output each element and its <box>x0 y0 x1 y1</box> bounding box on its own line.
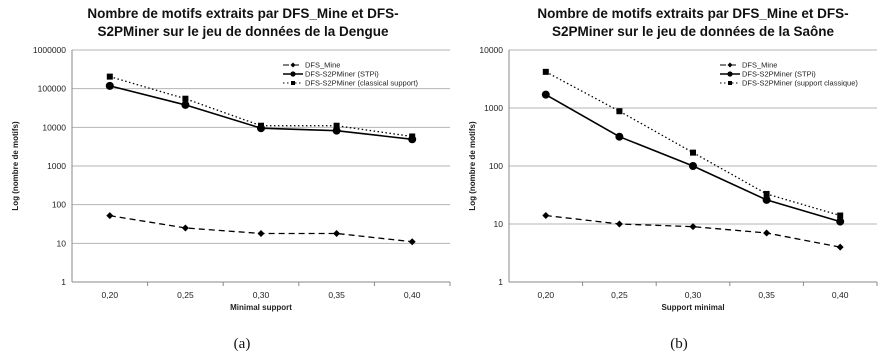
legend-label: DFS-S2PMiner (classical support) <box>305 79 418 88</box>
x-tick-label: 0,20 <box>102 290 119 300</box>
point-square <box>837 212 844 219</box>
y-tick-label: 1 <box>498 277 503 287</box>
x-tick-label: 0,35 <box>328 290 345 300</box>
y-tick-label: 10000 <box>42 122 66 132</box>
point-square <box>258 122 264 129</box>
legend-marker <box>290 62 296 68</box>
point-diamond <box>106 212 114 220</box>
x-tick-label: 0,20 <box>538 290 555 300</box>
legend-marker <box>291 81 295 85</box>
point-square <box>409 133 416 140</box>
y-tick-label: 100000 <box>38 84 67 94</box>
y-tick-label: 100 <box>52 200 66 210</box>
point-diamond <box>408 238 416 246</box>
x-tick-label: 0,30 <box>253 290 270 300</box>
legend-label: DFS-S2PMiner (support classique) <box>742 79 858 88</box>
y-tick-label: 10 <box>57 238 67 248</box>
y-tick-label: 10 <box>494 219 504 229</box>
point-circle <box>541 90 550 99</box>
point-diamond <box>836 243 844 251</box>
point-diamond <box>689 223 697 231</box>
point-diamond <box>763 229 771 237</box>
y-tick-label: 1000 <box>484 103 503 113</box>
x-tick-label: 0,40 <box>832 290 849 300</box>
chart-title-line: Nombre de motifs extraits par DFS_Mine e… <box>87 6 398 21</box>
series-line-0 <box>109 215 413 243</box>
x-axis-label: Support minimal <box>661 303 724 312</box>
point-square <box>333 122 340 129</box>
x-tick-label: 0,25 <box>177 290 194 300</box>
point-square <box>690 149 696 156</box>
point-square <box>106 73 113 80</box>
y-tick-label: 10000 <box>479 45 503 55</box>
figure-caption: (b) <box>670 336 688 352</box>
y-tick-label: 1000 <box>47 161 66 171</box>
point-circle <box>689 162 697 170</box>
legend-label: DFS_Mine <box>305 61 340 70</box>
point-square <box>763 190 770 197</box>
series-line-1 <box>545 93 841 223</box>
y-tick-label: 100 <box>489 161 503 171</box>
point-circle <box>615 132 624 141</box>
figure-caption: (a) <box>234 336 251 352</box>
point-circle <box>105 81 114 90</box>
point-diamond <box>333 229 341 237</box>
legend-label: DFS-S2PMiner (STPi) <box>305 70 379 79</box>
point-square <box>616 108 623 115</box>
x-axis-label: Minimal support <box>230 303 292 312</box>
chart-title-line: S2PMiner sur le jeu de données de la Saô… <box>552 24 835 39</box>
x-tick-label: 0,40 <box>404 290 421 300</box>
x-tick-label: 0,30 <box>685 290 702 300</box>
point-circle <box>762 195 771 204</box>
series-line-0 <box>545 214 841 248</box>
y-tick-label: 1000000 <box>33 45 66 55</box>
series-line-2 <box>109 75 413 138</box>
x-tick-label: 0,25 <box>611 290 628 300</box>
series-line-2 <box>545 71 841 217</box>
point-diamond <box>542 212 550 220</box>
legend-marker <box>727 62 733 68</box>
point-square <box>182 95 189 102</box>
point-diamond <box>615 220 623 228</box>
point-square <box>542 68 549 75</box>
legend-marker <box>290 71 296 77</box>
y-tick-label: 1 <box>61 277 66 287</box>
legend-marker <box>727 71 733 77</box>
chart-title-line: S2PMiner sur le jeu de données de la Den… <box>97 24 389 39</box>
chart-saone: Nombre de motifs extraits par DFS_Mine e… <box>468 6 878 352</box>
point-diamond <box>257 229 265 237</box>
point-circle <box>181 100 190 109</box>
point-circle <box>836 217 845 226</box>
chart-dengue: Nombre de motifs extraits par DFS_Mine e… <box>11 6 451 352</box>
y-axis-label: Log (nombre de motifs) <box>11 121 20 211</box>
legend-label: DFS-S2PMiner (STPi) <box>742 70 816 79</box>
y-axis-label: Log (nombre de motifs) <box>468 121 477 211</box>
x-tick-label: 0,35 <box>758 290 775 300</box>
legend-marker <box>728 81 732 85</box>
point-diamond <box>181 224 189 232</box>
chart-title-line: Nombre de motifs extraits par DFS_Mine e… <box>537 6 848 21</box>
legend-label: DFS_Mine <box>742 61 777 70</box>
